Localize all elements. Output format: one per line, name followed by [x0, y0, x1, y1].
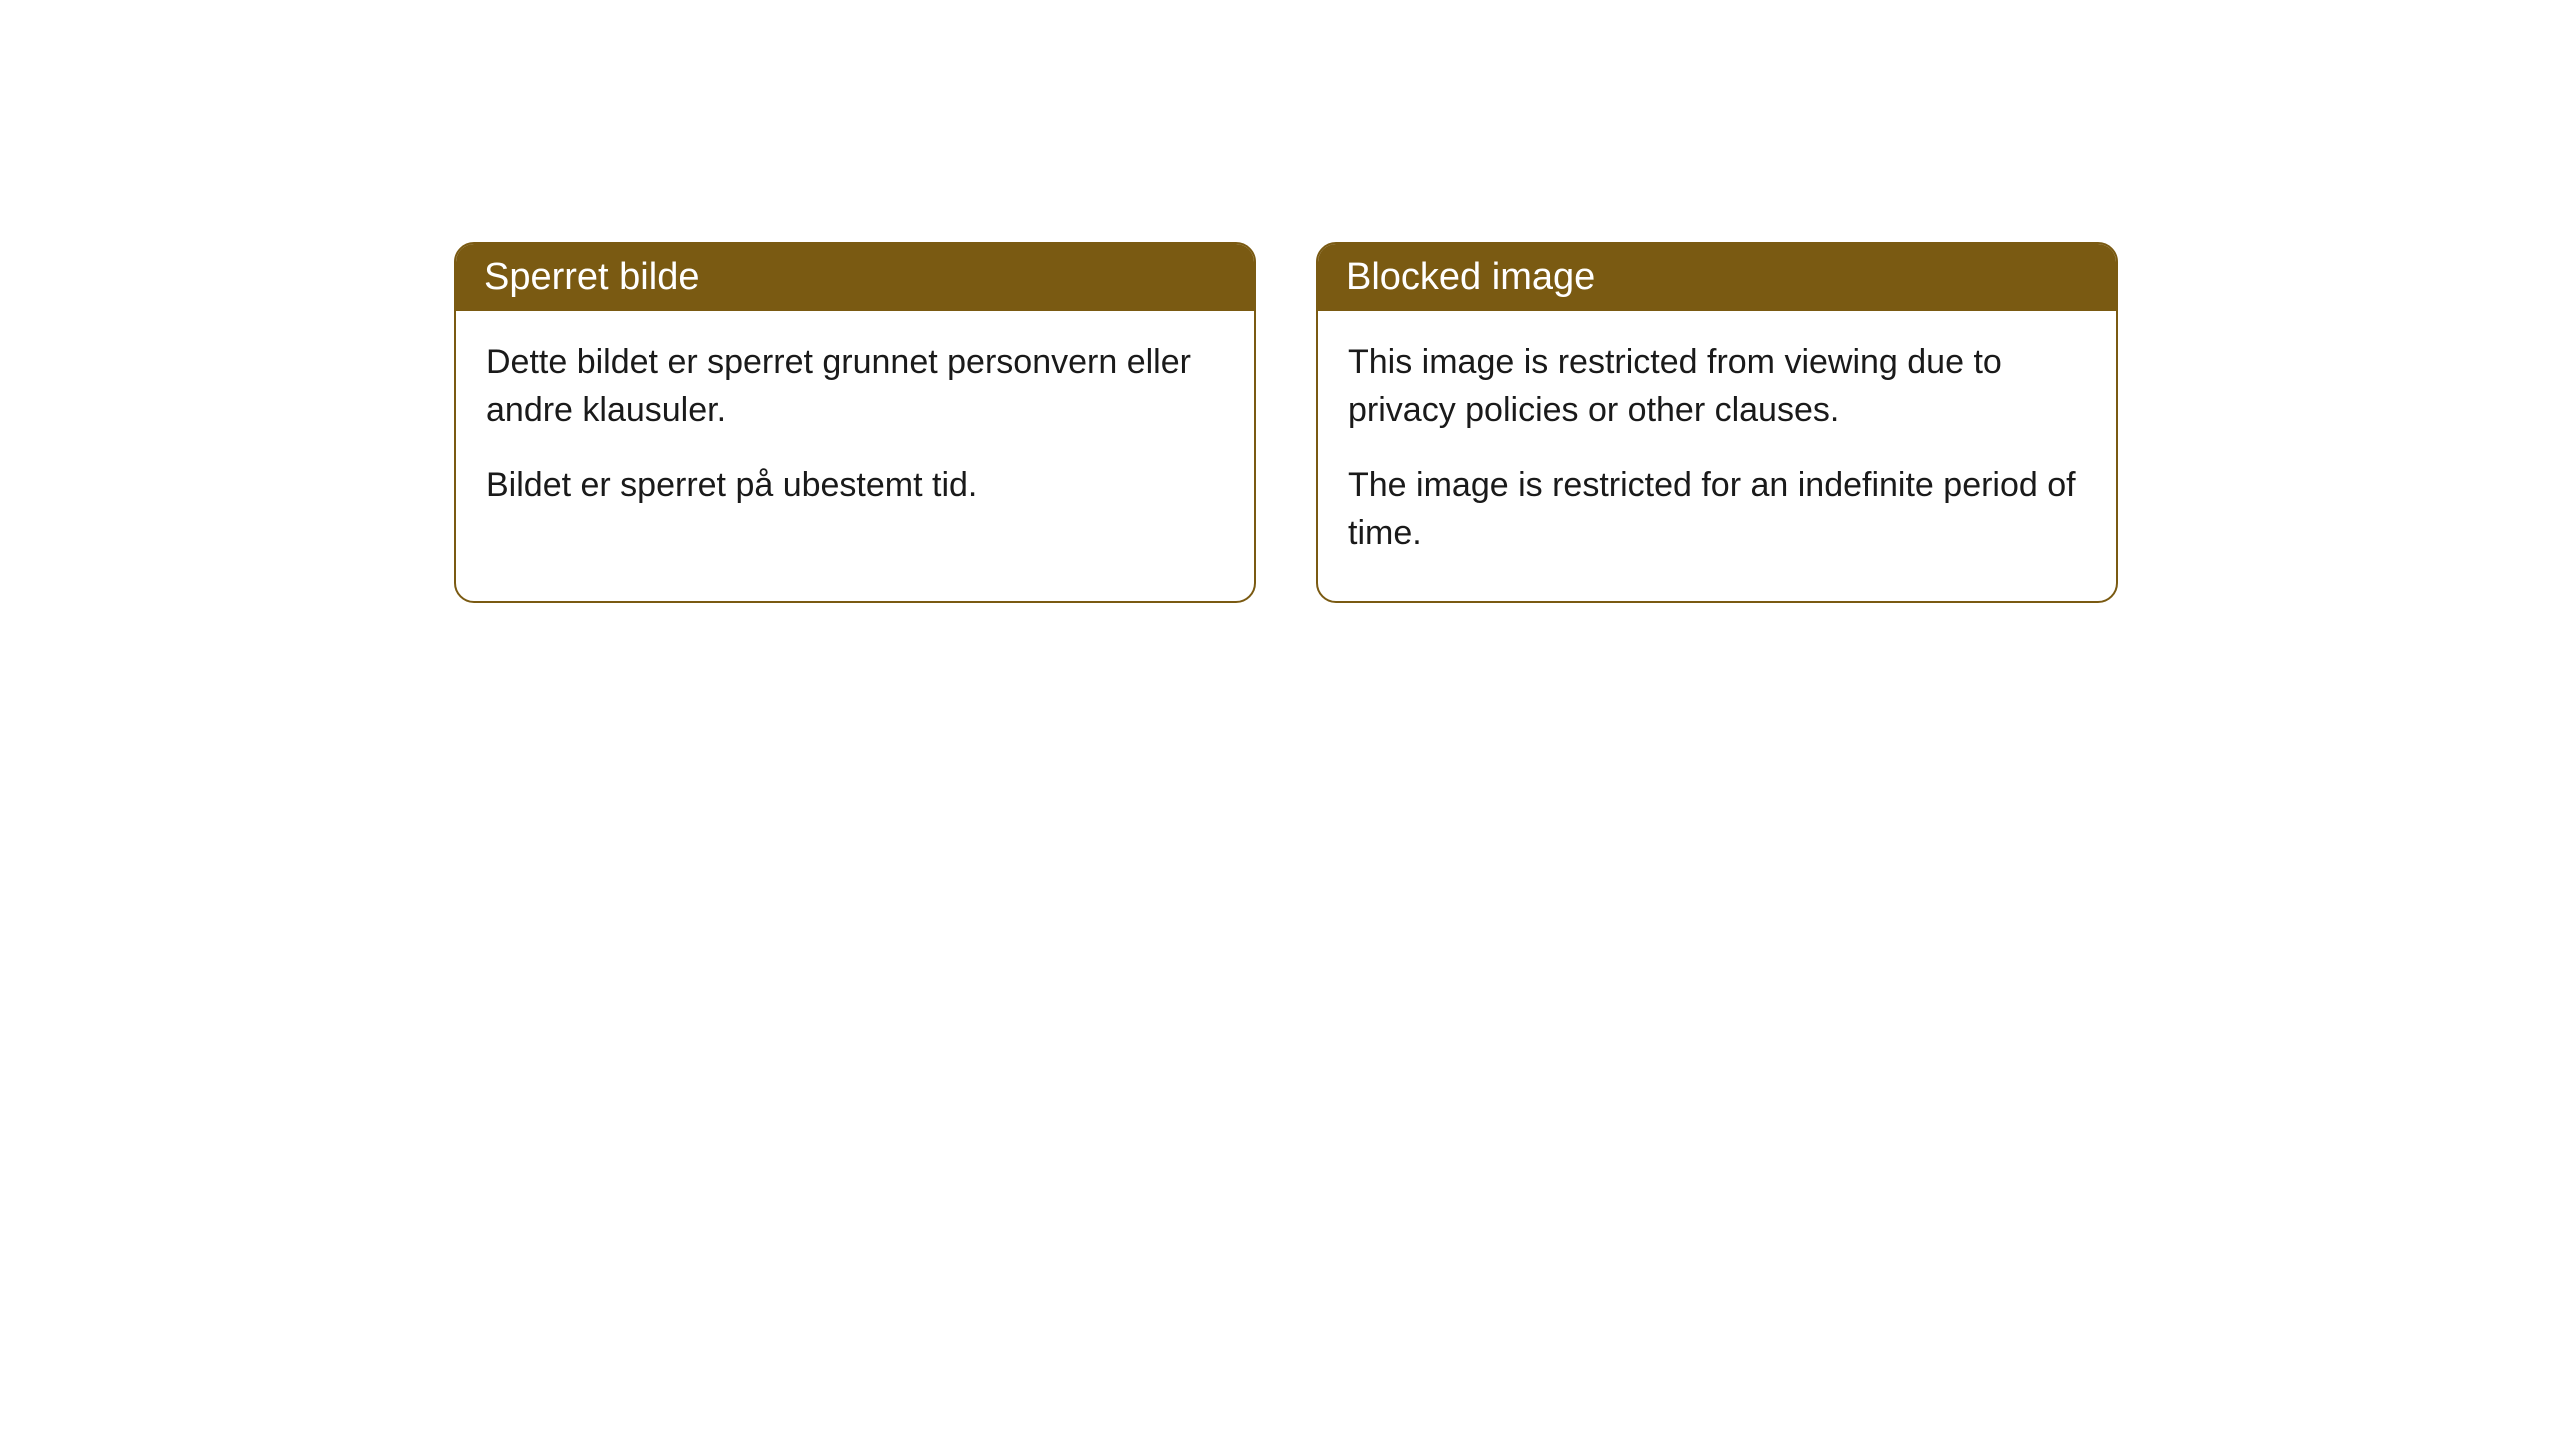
card-header: Blocked image — [1318, 244, 2116, 311]
card-body: Dette bildet er sperret grunnet personve… — [456, 311, 1254, 554]
card-paragraph: Dette bildet er sperret grunnet personve… — [486, 339, 1224, 434]
blocked-image-card-norwegian: Sperret bilde Dette bildet er sperret gr… — [454, 242, 1256, 603]
card-paragraph: The image is restricted for an indefinit… — [1348, 462, 2086, 557]
card-header: Sperret bilde — [456, 244, 1254, 311]
card-title: Sperret bilde — [484, 256, 699, 298]
card-title: Blocked image — [1346, 256, 1595, 298]
card-paragraph: This image is restricted from viewing du… — [1348, 339, 2086, 434]
blocked-image-card-english: Blocked image This image is restricted f… — [1316, 242, 2118, 603]
card-body: This image is restricted from viewing du… — [1318, 311, 2116, 601]
notice-cards-container: Sperret bilde Dette bildet er sperret gr… — [454, 242, 2118, 603]
card-paragraph: Bildet er sperret på ubestemt tid. — [486, 462, 1224, 510]
